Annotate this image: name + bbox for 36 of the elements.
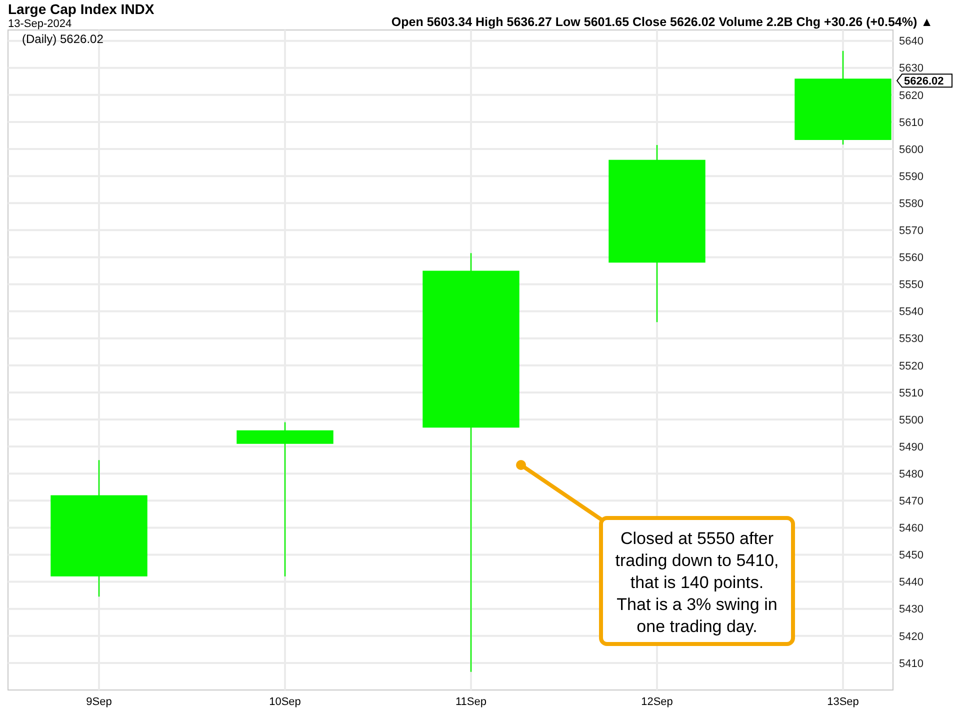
y-tick-label: 5450 (899, 550, 924, 562)
chart-subtitle: 13-Sep-2024 (8, 18, 72, 30)
y-tick-label: 5440 (899, 576, 924, 589)
y-tick-label: 5570 (899, 225, 924, 238)
y-tick-label: 5500 (899, 414, 924, 426)
chart-title: Large Cap Index INDX (8, 1, 155, 17)
text: Open 5603.34 High 5636.27 Low 5601.65 Close 5626.02 Volume 2.2B Chg +30.26 (+0.54%) ▲ (391, 15, 933, 29)
y-tick-label: 5590 (899, 170, 924, 183)
y-tick-label: 5430 (899, 604, 924, 616)
candlestick (236, 422, 334, 577)
y-tick-label: 5470 (899, 496, 924, 508)
y-tick-label: 5560 (899, 252, 924, 264)
y-tick-label: 5480 (899, 468, 924, 480)
y-tick-label: 5600 (899, 144, 924, 156)
y-tick-label: 5620 (899, 90, 924, 102)
x-tick-label: 11Sep (456, 696, 486, 708)
annotation: Closed at 5550 after trading down to 5410, that is 140 points. That is a 3% swing in one trading day. (615, 529, 779, 636)
y-tick-label: 5540 (899, 306, 924, 318)
y-tick-label: 5510 (899, 387, 924, 400)
y-tick-label: 5610 (899, 116, 924, 129)
y-tick-label: 5550 (899, 279, 924, 292)
y-tick-label: 5520 (899, 360, 924, 372)
y-tick-label: 5580 (899, 198, 924, 210)
y-tick-label: 5410 (899, 658, 924, 670)
x-tick-label: 10Sep (269, 696, 301, 708)
y-tick-label: 5630 (899, 62, 924, 75)
x-tick-label: 9Sep (86, 696, 112, 708)
y-tick-label: 5530 (899, 333, 924, 346)
y-tick-label: 5460 (899, 522, 924, 535)
y-tick-label: 5420 (899, 630, 924, 643)
x-tick-label: 13Sep (827, 696, 859, 708)
y-tick-label: 5490 (899, 441, 924, 454)
x-tick-label: 12Sep (641, 696, 673, 708)
y-tick-label: 5640 (899, 36, 924, 48)
annotation: (Daily) 5626.02 (22, 32, 104, 46)
text: 5626.02 (904, 75, 944, 88)
